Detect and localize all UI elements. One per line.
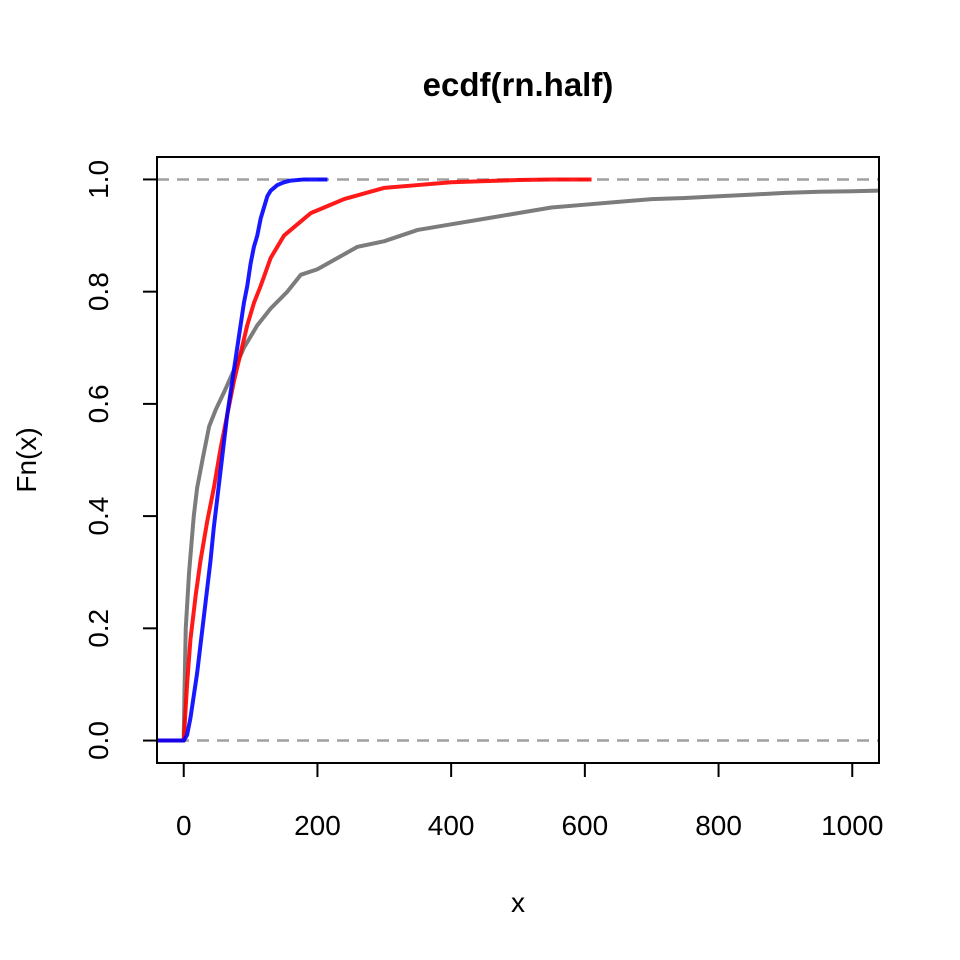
ecdf-series-1	[157, 188, 880, 743]
x-tick-label: 0	[176, 810, 192, 841]
plot-frame	[156, 156, 880, 764]
y-axis-label: Fn(x)	[11, 427, 42, 492]
y-tick-label: 0.4	[83, 497, 114, 536]
x-axis: 0 200 400 600 800 1000	[176, 762, 883, 841]
x-tick-label: 200	[294, 810, 341, 841]
ecdf-series-2	[157, 177, 592, 743]
x-tick-label: 600	[561, 810, 608, 841]
x-tick-label: 400	[428, 810, 475, 841]
ecdf-series-group	[157, 177, 880, 743]
x-tick-label: 1000	[821, 810, 883, 841]
ecdf-series-3	[157, 177, 328, 743]
y-axis: 0.0 0.2 0.4 0.6 0.8 1.0	[83, 160, 158, 760]
y-tick-label: 1.0	[83, 160, 114, 199]
y-tick-label: 0.0	[83, 721, 114, 760]
y-tick-label: 0.8	[83, 272, 114, 311]
y-tick-label: 0.6	[83, 384, 114, 423]
chart-title: ecdf(rn.half)	[423, 66, 614, 103]
x-axis-label: x	[511, 887, 525, 918]
x-tick-label: 800	[695, 810, 742, 841]
reference-lines	[157, 178, 879, 742]
y-tick-label: 0.2	[83, 609, 114, 648]
